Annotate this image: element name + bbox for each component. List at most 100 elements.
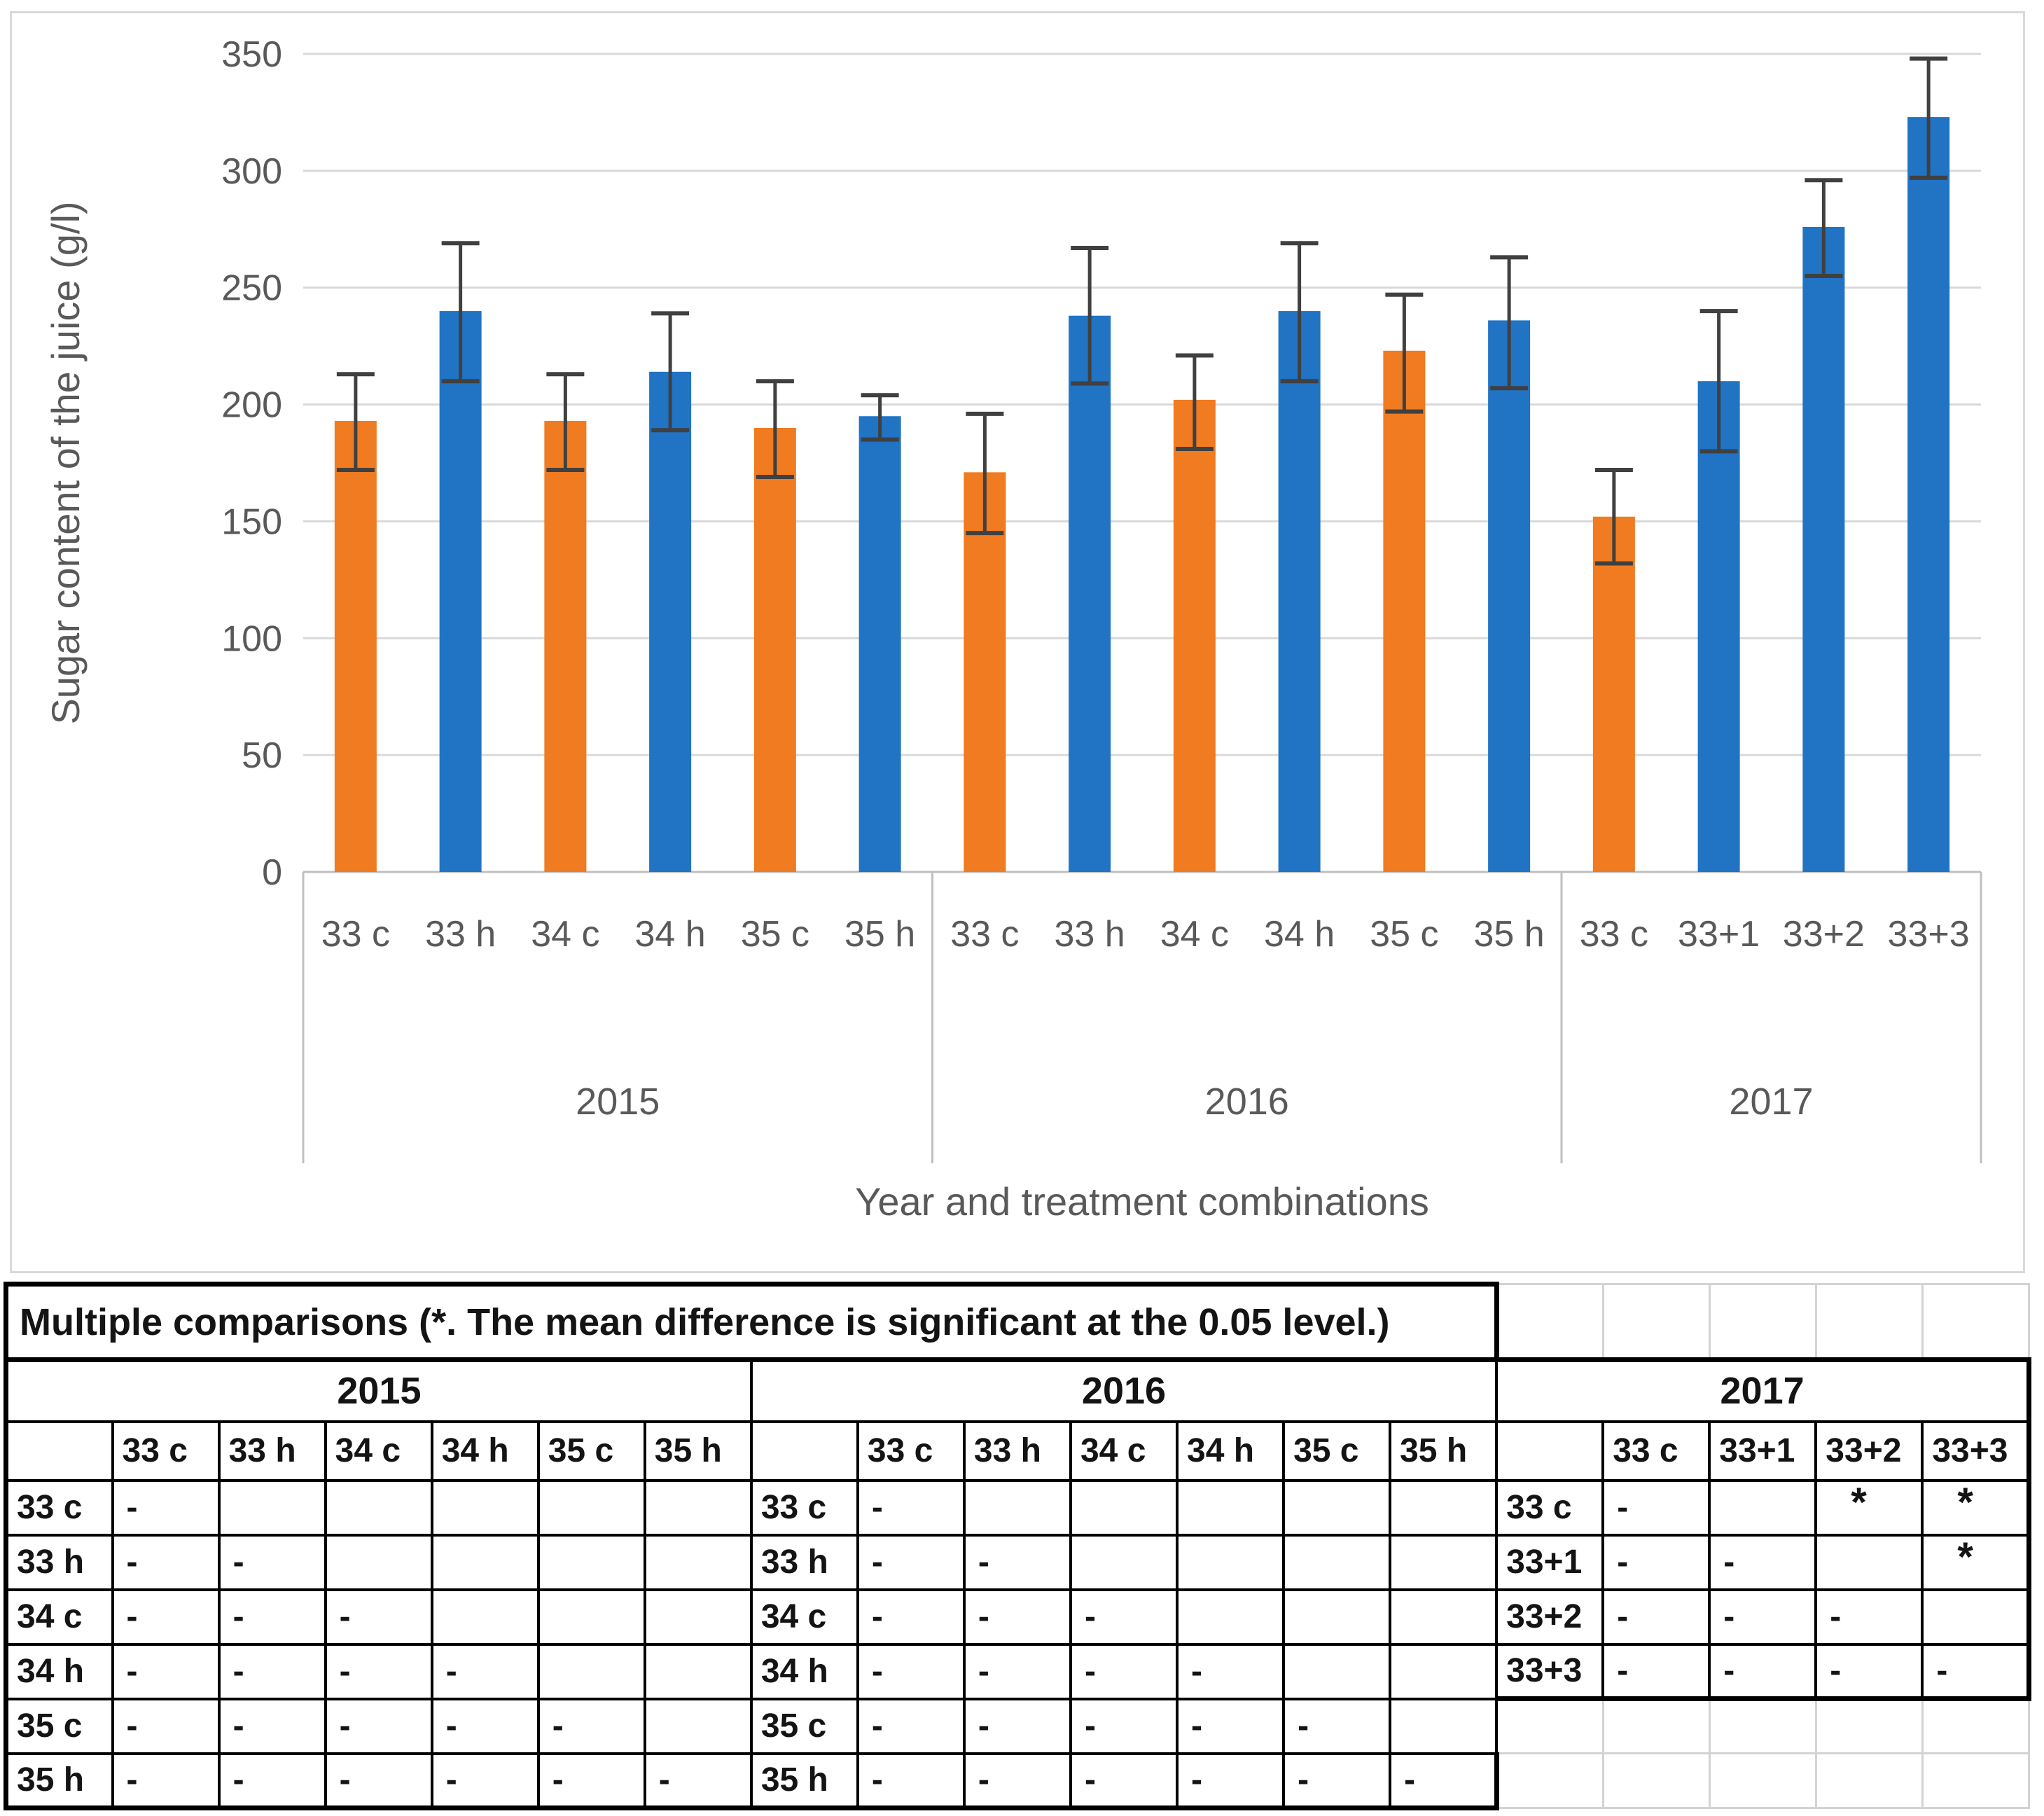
cmp-cell-2016-33 h-33 c: - [856,1533,966,1591]
category-label: 34 h [1264,914,1335,955]
bar-34 c [1173,399,1216,872]
bar-35 h [1488,320,1531,872]
cmp-cell-2015-35 c-33 h: - [217,1697,327,1755]
row-header-2017-33+2: 33+2 [1495,1588,1605,1646]
row-header-2016-34 h: 34 h [749,1642,859,1700]
empty-cell [1814,1283,1924,1361]
bar-34 h [1278,311,1321,873]
cmp-cell-2016-34 h-34 c: - [1069,1642,1179,1700]
col-header-2017-33+1: 33+1 [1708,1420,1818,1482]
cmp-cell-2015-35 h-35 c: - [536,1752,646,1810]
cmp-cell-2015-33 h-34 h [430,1533,540,1591]
cmp-cell-2015-33 c-33 c: - [111,1478,221,1537]
category-label: 33 h [1055,914,1125,955]
row-header-2015-35 h: 35 h [3,1752,114,1810]
category-label: 33+1 [1678,914,1760,955]
y-tick-label: 300 [221,151,282,192]
cmp-cell-2015-34 h-34 c: - [324,1642,433,1700]
category-label: 35 h [1474,914,1545,955]
cmp-cell-2017-33+3-33+3: - [1921,1642,2032,1701]
col-header-2016-34 h: 34 h [1176,1420,1286,1482]
cmp-cell-2017-33 c-33 c: - [1601,1478,1711,1537]
bar-33 c [1592,516,1635,872]
cmp-cell-2017-33+2-33+2: - [1814,1588,1924,1646]
cmp-cell-2016-35 c-33 h: - [962,1697,1072,1755]
category-label: 33 c [950,914,1019,955]
category-label: 34 h [635,914,706,955]
cmp-cell-2016-33 h-34 h [1176,1533,1286,1591]
cmp-cell-2015-34 c-35 c [536,1588,646,1646]
corner-cell [749,1420,859,1482]
cmp-cell-2015-34 h-34 h: - [430,1642,540,1700]
cmp-cell-2017-33+2-33 c: - [1601,1588,1711,1646]
y-tick-label: 150 [221,501,282,542]
cmp-cell-2015-35 h-35 h: - [643,1752,753,1810]
cmp-cell-2016-33 h-35 c [1282,1533,1392,1591]
cmp-cell-2017-33+2-33+3 [1921,1588,2032,1646]
category-label: 33 c [1580,914,1648,955]
cmp-cell-2015-34 h-35 c [536,1642,646,1700]
y-tick-label: 250 [221,268,282,309]
col-header-2017-33 c: 33 c [1601,1420,1711,1482]
cmp-cell-2016-35 h-35 h: - [1389,1752,1499,1810]
cmp-cell-2016-33 c-35 c [1282,1478,1392,1537]
bar-33 h [439,311,482,873]
cmp-cell-2016-35 h-34 h: - [1176,1752,1286,1810]
col-header-2016-35 c: 35 c [1282,1420,1392,1482]
bar-chart: 0 50 100 150 200 250 300 350 33 c 33 h 34 c 34 h 35 … [43,34,1982,1224]
cmp-cell-2015-35 c-35 c: - [536,1697,646,1755]
cmp-cell-2015-33 h-33 h: - [217,1533,327,1591]
cmp-cell-2016-34 c-34 c: - [1069,1588,1179,1646]
cmp-cell-2016-35 c-35 h [1389,1697,1499,1755]
cmp-cell-2015-34 c-33 h: - [217,1588,327,1646]
empty-cell [1814,1752,1924,1809]
row-header-2015-34 h: 34 h [3,1642,114,1700]
cmp-cell-2016-35 c-34 h: - [1176,1697,1286,1755]
cmp-cell-2015-33 h-33 c: - [111,1533,221,1591]
year-header-2015: 2015 [3,1358,753,1423]
row-header-2016-34 c: 34 c [749,1588,859,1646]
cmp-cell-2016-34 c-35 c [1282,1588,1392,1646]
empty-cell [1814,1698,1924,1754]
cmp-cell-2016-34 h-35 h [1389,1642,1499,1700]
category-label: 33 h [425,914,496,955]
cmp-cell-2016-34 c-33 c: - [856,1588,966,1646]
cmp-cell-2017-33+3-33+1: - [1708,1642,1818,1701]
category-label: 34 c [1160,914,1229,955]
empty-cell [1921,1283,2031,1361]
category-label: 33+2 [1783,914,1865,955]
empty-cell [1601,1752,1711,1809]
cmp-cell-2015-34 h-33 c: - [111,1642,221,1700]
cmp-cell-2016-33 h-35 h [1389,1533,1499,1591]
cmp-cell-2017-33+3-33+2: - [1814,1642,1924,1701]
col-header-2016-34 c: 34 c [1069,1420,1179,1482]
cmp-cell-2017-33+2-33+1: - [1708,1588,1818,1646]
cmp-cell-2015-34 h-33 h: - [217,1642,327,1700]
table-title: Multiple comparisons (*. The mean differ… [4,1282,1499,1362]
cmp-cell-2017-33+1-33+2 [1814,1533,1924,1591]
year-header-2016: 2016 [749,1358,1499,1423]
col-header-2016-33 c: 33 c [856,1420,966,1482]
category-label: 33 c [321,914,390,955]
bar-33 h [1069,315,1111,872]
col-header-2015-34 h: 34 h [430,1420,540,1482]
row-header-2015-33 c: 33 c [3,1478,114,1537]
empty-cell [1921,1752,2031,1809]
col-header-2015-33 c: 33 c [111,1420,221,1482]
cmp-cell-2016-34 c-34 h [1176,1588,1286,1646]
cmp-cell-2015-35 c-35 h [643,1697,753,1755]
cmp-cell-2015-34 c-34 c: - [324,1588,433,1646]
y-tick-label: 0 [262,852,282,893]
row-header-2016-33 h: 33 h [749,1533,859,1591]
cmp-cell-2016-34 h-34 h: - [1176,1642,1286,1700]
bar-34 h [649,371,692,872]
cmp-cell-2016-34 c-35 h [1389,1588,1499,1646]
row-header-2017-33+3: 33+3 [1495,1642,1605,1701]
bar-33 c [964,472,1006,872]
bar-33+3 [1907,117,1950,872]
cmp-cell-2016-35 c-35 c: - [1282,1697,1392,1755]
cmp-cell-2016-34 c-33 h: - [962,1588,1072,1646]
col-header-2016-35 h: 35 h [1389,1420,1499,1482]
year-label: 2017 [1729,1081,1813,1123]
